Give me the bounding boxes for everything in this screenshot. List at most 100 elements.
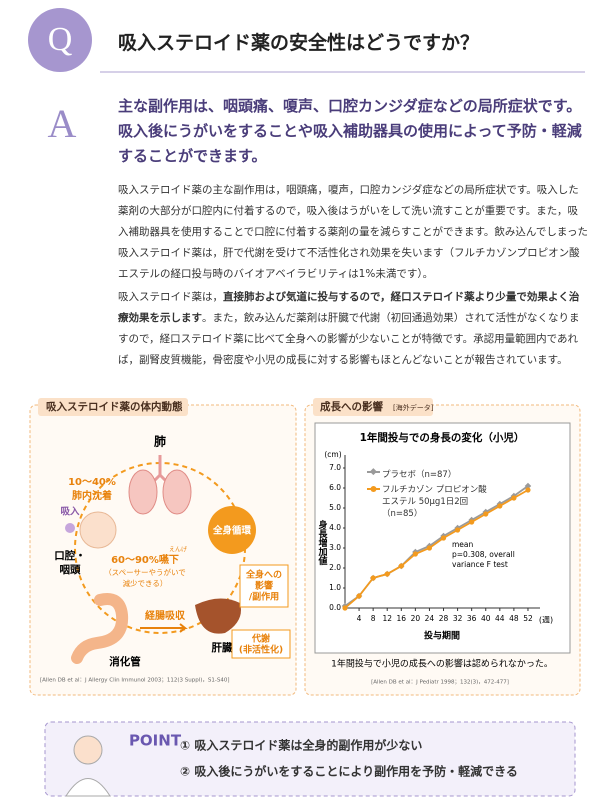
y-tick-label: 6.0 (329, 483, 341, 492)
annotation-2: p=0.308, overall (452, 550, 515, 559)
lung-left (128, 469, 158, 515)
x-tick-label: 48 (509, 614, 519, 623)
x-tick-label: 36 (467, 614, 477, 623)
doctor-head (73, 735, 103, 765)
point-item-2: ② 吸入後にうがいをすることにより副作用を予防・軽減できる (180, 764, 518, 779)
paragraph: 吸入ステロイド薬の主な副作用は，咽頭痛，嗄声，口腔カンジダ症などの局所症状です。… (118, 180, 588, 285)
text-segment: 吸入ステロイド薬は， (118, 291, 223, 303)
marker (497, 503, 503, 509)
x-tick-label: 8 (371, 614, 376, 623)
growth-tab (313, 398, 433, 416)
diagram-reference: [Allen DB et al：J Allergy Clin Immunol 2… (40, 678, 229, 684)
legend-entry: プラセボ（n=87） (382, 470, 457, 480)
y-tick-label: 1.0 (329, 583, 341, 592)
chart-reference: [Allen DB et al：J Pediatr 1998；132(3)，47… (371, 680, 509, 686)
text-segment: 。また，飲み込んだ薬剤は肝臓で代謝（初回通過効果）されて活性がなくなりますので，… (118, 312, 580, 366)
systemic-3: /副作用 (249, 591, 279, 603)
circulation-bg (208, 506, 256, 554)
legend-marker-1 (370, 486, 377, 492)
marker (440, 535, 447, 541)
swallow-note-1: （スペーサーやうがいで (104, 567, 186, 577)
point-label: POINT (129, 732, 182, 750)
chart-title: 1年間投与での身長の変化（小児） (360, 431, 525, 444)
marker (370, 575, 376, 581)
q-badge: Q (48, 21, 73, 58)
systemic-1: 全身への (245, 569, 282, 581)
x-tick-label: 40 (481, 614, 491, 623)
x-tick-label: 12 (382, 614, 392, 623)
circulation: 全身循環 (212, 525, 252, 537)
metabolism-1: 代謝 (251, 633, 270, 645)
lung-right (162, 469, 192, 515)
x-tick-label: 44 (495, 614, 505, 623)
deposit-1: 10～40% (68, 477, 116, 488)
marker (342, 605, 348, 611)
point-item-1: ① 吸入ステロイド薬は全身的副作用が少ない (180, 738, 422, 753)
marker (384, 571, 390, 577)
y-tick-label: 2.0 (329, 563, 341, 572)
text-segment: 吸入ステロイド薬の主な副作用は，咽頭痛，嗄声，口腔カンジダ症などの局所症状です。… (118, 184, 588, 280)
puff (65, 523, 75, 533)
x-tick-label: 4 (357, 614, 362, 623)
swallow: 60～90%嚥下 (111, 553, 179, 566)
marker (511, 495, 517, 501)
growth-title: 成長への影響 (320, 400, 383, 413)
x-tick-label: 32 (453, 614, 463, 623)
marker (483, 511, 489, 517)
x-tick-label: 52 (523, 614, 533, 623)
x-label: 投与期間 (424, 630, 460, 642)
legend-entry: フルチカゾン プロピオン酸エステル 50μg1日2回（n=85） (382, 485, 487, 519)
q-badge-bg (28, 8, 92, 72)
marker (426, 545, 433, 551)
diagram-tab (38, 398, 188, 416)
chart-caption: 1年間投与で小児の成長への影響は認められなかった。 (331, 658, 553, 670)
x-tick-label: 24 (425, 614, 435, 623)
legend-marker-0 (369, 468, 377, 476)
x-tick-label: 20 (411, 614, 421, 623)
marker (525, 487, 531, 493)
absorb-arrow (140, 623, 188, 633)
y-tick-label: 5.0 (329, 503, 341, 512)
marker (469, 519, 475, 525)
y-tick-label: 7.0 (329, 463, 341, 472)
y-tick-label: 0.0 (329, 603, 341, 612)
mouth-1: 口腔・ (54, 549, 86, 562)
metabolism-2: (非活性化) (239, 644, 283, 656)
point-box (44, 721, 576, 797)
liver-label: 肝臓 (212, 641, 233, 654)
absorb-label: 経腸吸収 (145, 609, 186, 622)
x-unit: (週) (539, 616, 553, 625)
answer-text: 主な副作用は、咽頭痛、嗄声、口腔カンジダ症などの局所症状です。吸入後にうがいをす… (118, 97, 582, 165)
y-label: 身長増加値 (317, 519, 329, 566)
marker (356, 593, 362, 599)
doctor-coat (65, 778, 111, 797)
lung-label: 肺 (154, 434, 166, 449)
y-tick-label: 3.0 (329, 543, 341, 552)
x-tick-label: 28 (439, 614, 449, 623)
inhale-label: 吸入 (60, 507, 80, 518)
marker (398, 563, 404, 569)
mouth-2: 咽頭 (60, 564, 81, 576)
deposit-2: 肺内沈着 (72, 489, 112, 502)
text-segment: 直接肺および気道に投与するので，経口ステロイド薬より少量で効果よく治療効果を示し… (118, 291, 580, 324)
stomach (71, 593, 129, 664)
y-tick-label: 4.0 (329, 523, 341, 532)
marker (524, 482, 532, 490)
liver (195, 598, 241, 634)
marker (412, 551, 418, 557)
marker (454, 527, 461, 533)
annotation-3: variance F test (452, 560, 508, 569)
paragraph: 吸入ステロイド薬は，直接肺および気道に投与するので，経口ステロイド薬より少量で効… (118, 287, 588, 371)
diagram-title: 吸入ステロイド薬の体内動態 (46, 400, 183, 413)
x-tick-label: 16 (397, 614, 407, 623)
swallow-note-2: 減少できる） (123, 578, 168, 588)
systemic-2: 影響 (255, 580, 273, 592)
question-title: 吸入ステロイド薬の安全性はどうですか？ (118, 32, 480, 54)
annotation-1: mean (452, 540, 474, 549)
systemic-box (239, 564, 289, 608)
a-badge: A (48, 101, 77, 146)
y-unit: (cm) (324, 450, 341, 459)
ruby: えんげ (169, 546, 187, 554)
